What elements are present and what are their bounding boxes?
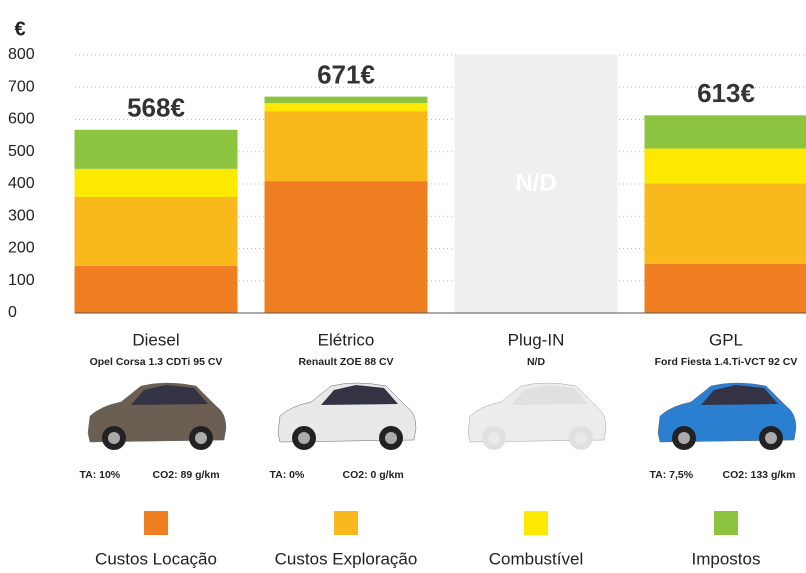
car-image xyxy=(87,382,227,450)
y-tick-label: 0 xyxy=(8,304,17,321)
car-image xyxy=(467,382,607,450)
legend-label: Combustível xyxy=(489,549,583,568)
y-tick-label: 800 xyxy=(8,46,35,63)
legend-swatch xyxy=(524,511,548,535)
y-tick-label: 500 xyxy=(8,143,35,160)
legend-label: Impostos xyxy=(692,549,761,568)
bar-segment xyxy=(644,183,806,264)
car-part xyxy=(385,432,397,444)
ta-label: TA: 10% xyxy=(80,469,121,481)
bar-segment xyxy=(264,103,428,112)
co2-label: CO2: 0 g/km xyxy=(343,469,404,481)
co2-label: CO2: 133 g/km xyxy=(723,469,796,481)
bar-segment xyxy=(264,111,428,182)
car-part xyxy=(195,432,207,444)
bar-segment xyxy=(74,265,238,313)
legend-swatch xyxy=(144,511,168,535)
x-tick-label: GPL xyxy=(709,330,743,349)
legend-swatch xyxy=(714,511,738,535)
bar-segment xyxy=(74,168,238,197)
car-part xyxy=(108,432,120,444)
bar-segment xyxy=(74,129,238,169)
model-label: Ford Fiesta 1.4.Ti-VCT 92 CV xyxy=(655,356,798,368)
y-tick-label: 300 xyxy=(8,207,35,224)
car-part xyxy=(298,432,310,444)
bar-segment xyxy=(644,148,806,184)
na-label: N/D xyxy=(515,169,556,196)
car-part xyxy=(701,385,778,405)
car-part xyxy=(678,432,690,444)
y-tick-label: 600 xyxy=(8,111,35,128)
bar-segment xyxy=(74,196,238,266)
model-label: Renault ZOE 88 CV xyxy=(298,356,393,368)
car-part xyxy=(575,432,587,444)
car-image xyxy=(277,382,417,450)
bar-segment xyxy=(644,263,806,313)
x-tick-label: Plug-IN xyxy=(508,330,565,349)
na-bar xyxy=(454,55,618,313)
y-tick-label: 700 xyxy=(8,78,35,95)
car-part xyxy=(511,385,588,405)
y-axis-label: € xyxy=(14,18,25,40)
model-label: N/D xyxy=(527,356,546,368)
y-tick-label: 200 xyxy=(8,240,35,257)
legend-label: Custos Exploração xyxy=(275,549,418,568)
x-tick-label: Diesel xyxy=(132,330,179,349)
total-label: 671€ xyxy=(317,59,375,89)
y-tick-label: 100 xyxy=(8,272,35,289)
total-label: 613€ xyxy=(697,78,755,108)
car-image xyxy=(657,382,797,450)
car-part xyxy=(488,432,500,444)
model-label: Opel Corsa 1.3 CDTi 95 CV xyxy=(90,356,223,368)
car-part xyxy=(765,432,777,444)
total-label: 568€ xyxy=(127,93,185,123)
co2-label: CO2: 89 g/km xyxy=(153,469,220,481)
bar-segment xyxy=(264,96,428,104)
y-tick-label: 400 xyxy=(8,175,35,192)
legend-label: Custos Locação xyxy=(95,549,217,568)
legend-swatch xyxy=(334,511,358,535)
ta-label: TA: 7,5% xyxy=(650,469,694,481)
bar-segment xyxy=(264,181,428,313)
x-tick-label: Elétrico xyxy=(318,330,375,349)
ta-label: TA: 0% xyxy=(270,469,305,481)
car-part xyxy=(321,385,398,405)
bar-segment xyxy=(644,115,806,149)
car-part xyxy=(131,385,208,405)
